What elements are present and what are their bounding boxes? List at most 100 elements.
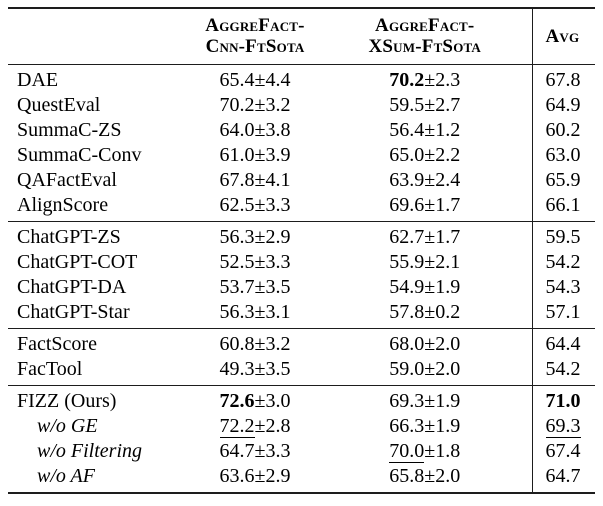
score-value: 59.0 — [389, 358, 425, 380]
avg-value: 63.0 — [545, 144, 581, 166]
cnn-score-cell: 49.3±3.5 — [192, 357, 318, 386]
score-stderr: ±4.1 — [254, 169, 291, 191]
avg-cell: 54.2 — [531, 250, 595, 275]
section-fizz-ablations: FIZZ (Ours) 72.6±3.0 69.3±1.9 71.0 w/o G… — [8, 385, 595, 493]
score-value: 67.8 — [219, 169, 255, 191]
score-value: 60.8 — [219, 333, 255, 355]
avg-value: 67.8 — [545, 69, 581, 91]
avg-cell: 57.1 — [531, 300, 595, 329]
cnn-score-cell: 53.7±3.5 — [192, 275, 318, 300]
ablation-name: w/o Filtering — [37, 440, 142, 462]
score-stderr: ±3.2 — [254, 94, 291, 116]
score-stderr: ±1.9 — [424, 415, 461, 437]
table-row: FacTool 49.3±3.5 59.0±2.0 54.2 — [8, 357, 595, 386]
table-row: FIZZ (Ours) 72.6±3.0 69.3±1.9 71.0 — [8, 385, 595, 415]
xsum-score-cell: 55.9±2.1 — [318, 250, 532, 275]
score-stderr: ±0.2 — [424, 301, 461, 323]
score-value: 57.8 — [389, 301, 425, 323]
cnn-score-cell: 72.6±3.0 — [192, 386, 318, 415]
avg-value: 64.4 — [545, 333, 581, 355]
score-stderr: ±3.3 — [254, 194, 291, 216]
avg-cell: 59.5 — [531, 221, 595, 250]
avg-value: 54.2 — [545, 251, 581, 273]
avg-cell: 69.3 — [531, 414, 595, 439]
score-value: 49.3 — [219, 358, 255, 380]
avg-value: 60.2 — [545, 119, 581, 141]
score-stderr: ±3.3 — [254, 440, 291, 462]
xsum-score-cell: 54.9±1.9 — [318, 275, 532, 300]
score-value: 65.4 — [219, 69, 255, 91]
table-header: AggreFact- Cnn-FtSota AggreFact- XSum-Ft… — [8, 8, 595, 65]
xsum-ftsota-column-header: AggreFact- XSum-FtSota — [318, 8, 532, 65]
table-row: ChatGPT-COT 52.5±3.3 55.9±2.1 54.2 — [8, 250, 595, 275]
cnn-score-cell: 56.3±2.9 — [192, 222, 318, 251]
xsum-score-cell: 65.8±2.0 — [318, 464, 532, 493]
score-stderr: ±2.0 — [424, 333, 461, 355]
score-value: 56.3 — [219, 301, 255, 323]
score-value: 68.0 — [389, 333, 425, 355]
table-row: ChatGPT-Star 56.3±3.1 57.8±0.2 57.1 — [8, 300, 595, 329]
avg-cell: 66.1 — [531, 193, 595, 222]
section-chatgpt-methods: ChatGPT-ZS 56.3±2.9 62.7±1.7 59.5 ChatGP… — [8, 221, 595, 329]
xsum-score-cell: 59.0±2.0 — [318, 357, 532, 386]
avg-cell: 67.4 — [531, 439, 595, 464]
score-stderr: ±3.1 — [254, 301, 291, 323]
score-value: 56.4 — [389, 119, 425, 141]
method-name: ChatGPT-COT — [17, 251, 138, 273]
xsum-score-cell: 70.0±1.8 — [318, 439, 532, 464]
xsum-score-cell: 59.5±2.7 — [318, 93, 532, 118]
method-name: FactScore — [17, 333, 97, 355]
avg-value: 59.5 — [545, 226, 581, 248]
table-row: QuestEval 70.2±3.2 59.5±2.7 64.9 — [8, 93, 595, 118]
avg-cell: 54.3 — [531, 275, 595, 300]
score-value: 56.3 — [219, 226, 255, 248]
avg-cell: 64.4 — [531, 328, 595, 357]
score-stderr: ±2.9 — [254, 226, 291, 248]
cnn-score-cell: 65.4±4.4 — [192, 65, 318, 94]
avg-cell: 64.9 — [531, 93, 595, 118]
table-row: FactScore 60.8±3.2 68.0±2.0 64.4 — [8, 328, 595, 358]
method-name: FacTool — [17, 358, 83, 380]
cnn-score-cell: 64.7±3.3 — [192, 439, 318, 464]
score-value: 52.5 — [219, 251, 255, 273]
score-stderr: ±1.8 — [424, 440, 461, 462]
table-row: w/o GE 72.2±2.8 66.3±1.9 69.3 — [8, 414, 595, 439]
score-value: 59.5 — [389, 94, 425, 116]
score-value: 62.7 — [389, 226, 425, 248]
score-value: 70.2 — [389, 69, 425, 91]
score-value: 63.9 — [389, 169, 425, 191]
score-stderr: ±1.7 — [424, 194, 461, 216]
avg-value: 69.3 — [545, 415, 581, 438]
score-stderr: ±3.9 — [254, 144, 291, 166]
xsum-score-cell: 70.2±2.3 — [318, 65, 532, 94]
score-stderr: ±2.8 — [254, 415, 291, 437]
header-line: Cnn-FtSota — [205, 36, 305, 57]
score-value: 69.6 — [389, 194, 425, 216]
avg-value: 64.7 — [545, 465, 581, 487]
score-stderr: ±2.4 — [424, 169, 461, 191]
xsum-score-cell: 68.0±2.0 — [318, 329, 532, 358]
table-row: SummaC-Conv 61.0±3.9 65.0±2.2 63.0 — [8, 143, 595, 168]
score-stderr: ±1.9 — [424, 276, 461, 298]
method-name: FIZZ (Ours) — [17, 390, 117, 412]
avg-value: 64.9 — [545, 94, 581, 116]
score-stderr: ±2.3 — [424, 69, 461, 91]
score-stderr: ±2.0 — [424, 465, 461, 487]
xsum-score-cell: 57.8±0.2 — [318, 300, 532, 329]
header-line: AggreFact- — [205, 15, 305, 36]
score-value: 62.5 — [219, 194, 255, 216]
xsum-score-cell: 65.0±2.2 — [318, 143, 532, 168]
cnn-score-cell: 62.5±3.3 — [192, 193, 318, 222]
score-value: 65.8 — [389, 465, 425, 487]
score-stderr: ±4.4 — [254, 69, 291, 91]
score-stderr: ±1.9 — [424, 390, 461, 412]
score-stderr: ±1.2 — [424, 119, 461, 141]
avg-column-header: Avg — [531, 8, 595, 65]
paper-table-page: AggreFact- Cnn-FtSota AggreFact- XSum-Ft… — [0, 7, 603, 506]
cnn-score-cell: 60.8±3.2 — [192, 329, 318, 358]
table-row: w/o AF 63.6±2.9 65.8±2.0 64.7 — [8, 464, 595, 493]
table-row: ChatGPT-ZS 56.3±2.9 62.7±1.7 59.5 — [8, 221, 595, 251]
score-value: 53.7 — [219, 276, 255, 298]
score-value: 70.0 — [389, 440, 425, 463]
score-stderr: ±2.0 — [424, 358, 461, 380]
